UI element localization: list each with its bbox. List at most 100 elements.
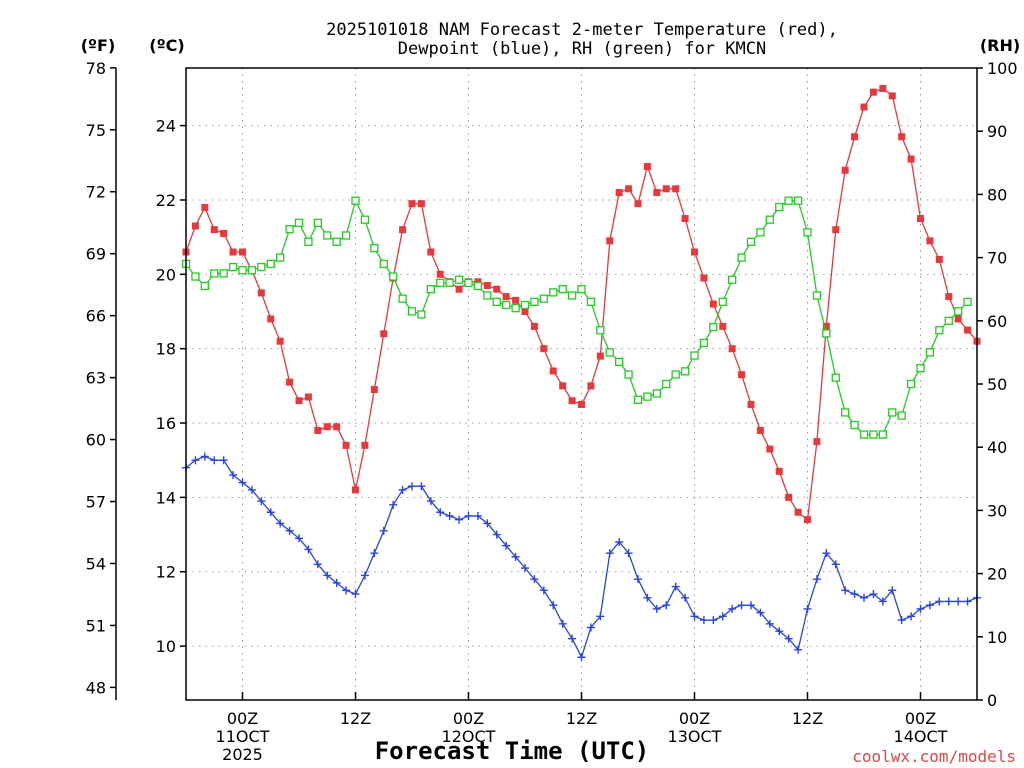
dewpoint-point xyxy=(568,634,577,643)
celsius-tick-label: 22 xyxy=(156,191,176,210)
rh-point xyxy=(360,215,370,224)
rh-point xyxy=(238,266,247,275)
temperature-point xyxy=(832,226,840,234)
rh-point xyxy=(379,259,388,269)
dewpoint-point xyxy=(323,571,332,580)
rh-point xyxy=(464,278,473,288)
temperature-point xyxy=(559,382,567,390)
time-tick-label-hour: 00Z xyxy=(905,709,936,728)
dewpoint-point xyxy=(850,590,859,599)
dewpoint-point xyxy=(860,593,868,602)
temperature-point xyxy=(436,270,444,278)
temperature-point xyxy=(276,337,284,345)
temperature-point xyxy=(785,493,793,501)
celsius-tick-label: 10 xyxy=(156,637,176,656)
temperature-point xyxy=(191,222,199,230)
dewpoint-point xyxy=(897,616,906,625)
dewpoint-series-points xyxy=(182,452,981,662)
dewpoint-point xyxy=(794,645,803,654)
dewpoint-point xyxy=(615,538,624,546)
temperature-point xyxy=(747,400,755,408)
fahrenheit-tick-label: 69 xyxy=(86,245,106,264)
time-tick-label-date: 11OCT xyxy=(216,727,270,746)
rh-point xyxy=(294,218,304,227)
dewpoint-point xyxy=(257,497,266,506)
temperature-point xyxy=(530,322,538,330)
temperature-point xyxy=(493,285,501,293)
temperature-point xyxy=(898,133,906,141)
temperature-point xyxy=(587,382,595,390)
dewpoint-point xyxy=(351,590,360,599)
temperature-point xyxy=(380,330,388,338)
rh-tick-label: 30 xyxy=(987,501,1007,520)
rh-tick-label: 90 xyxy=(987,122,1007,141)
rh-point xyxy=(407,307,417,316)
dewpoint-point xyxy=(925,601,934,610)
temperature-point xyxy=(709,300,717,308)
rh-point xyxy=(775,202,784,212)
temperature-point xyxy=(804,516,811,524)
dewpoint-point xyxy=(219,456,228,465)
temperature-point xyxy=(512,296,520,304)
time-tick-label-date: 13OCT xyxy=(668,727,722,746)
fahrenheit-tick-label: 63 xyxy=(86,369,106,388)
dewpoint-point xyxy=(624,549,633,558)
temperature-point xyxy=(399,226,407,234)
dewpoint-point xyxy=(747,601,755,610)
temperature-point xyxy=(691,248,698,256)
rh-point xyxy=(266,259,275,269)
rh-point xyxy=(257,262,266,272)
celsius-tick-label: 18 xyxy=(156,340,176,359)
chart-title-line-2: Dewpoint (blue), RH (green) for KMCN xyxy=(398,39,766,59)
fahrenheit-tick-label: 72 xyxy=(86,183,106,202)
rh-point xyxy=(925,348,935,357)
rh-point xyxy=(436,278,445,288)
rh-point xyxy=(812,291,822,300)
rh-unit-label: (RH) xyxy=(980,36,1020,55)
rh-point xyxy=(954,307,963,316)
rh-point xyxy=(671,370,680,379)
fahrenheit-tick-label: 51 xyxy=(86,616,106,635)
temperature-point xyxy=(643,163,651,171)
temperature-point xyxy=(964,326,972,334)
rh-point xyxy=(831,373,840,382)
dewpoint-point xyxy=(238,478,247,487)
temperature-point xyxy=(549,367,557,375)
rh-tick-label: 50 xyxy=(987,375,1007,394)
rh-point xyxy=(313,218,322,227)
rh-point xyxy=(473,281,483,291)
dewpoint-point xyxy=(295,534,303,543)
rh-point xyxy=(454,275,464,284)
dewpoint-point xyxy=(483,519,492,528)
temperature-point xyxy=(483,281,491,289)
temperature-point xyxy=(738,371,746,379)
rh-point xyxy=(652,389,661,398)
temperature-point xyxy=(653,189,661,197)
rh-point xyxy=(624,370,633,379)
dewpoint-point xyxy=(634,575,642,584)
fahrenheit-tick-label: 60 xyxy=(86,431,106,450)
temperature-point xyxy=(474,278,482,286)
dewpoint-point xyxy=(709,616,718,625)
rh-axis: 0 10 20 30 40 50 60 70 80 90 100 xyxy=(977,59,1018,710)
rh-point xyxy=(662,379,671,389)
fahrenheit-tick-label: 54 xyxy=(86,554,106,573)
temperature-point xyxy=(945,293,953,301)
dewpoint-point xyxy=(558,619,567,628)
rh-point xyxy=(228,262,238,272)
rh-point xyxy=(539,294,548,303)
rh-point xyxy=(511,304,520,313)
dewpoint-point xyxy=(963,597,972,606)
rh-point xyxy=(351,196,360,205)
fahrenheit-tick-label: 57 xyxy=(86,493,106,512)
dewpoint-point xyxy=(304,545,313,554)
rh-point xyxy=(586,297,596,306)
rh-tick-label: 40 xyxy=(987,438,1007,457)
temperature-point xyxy=(455,285,463,293)
celsius-axis: 10 12 14 16 18 20 22 24 xyxy=(156,117,186,656)
temperature-point xyxy=(606,237,614,245)
chart-title-line-1: 2025101018 NAM Forecast 2-meter Temperat… xyxy=(326,20,838,40)
dewpoint-point xyxy=(379,526,388,535)
rh-point xyxy=(191,272,200,281)
